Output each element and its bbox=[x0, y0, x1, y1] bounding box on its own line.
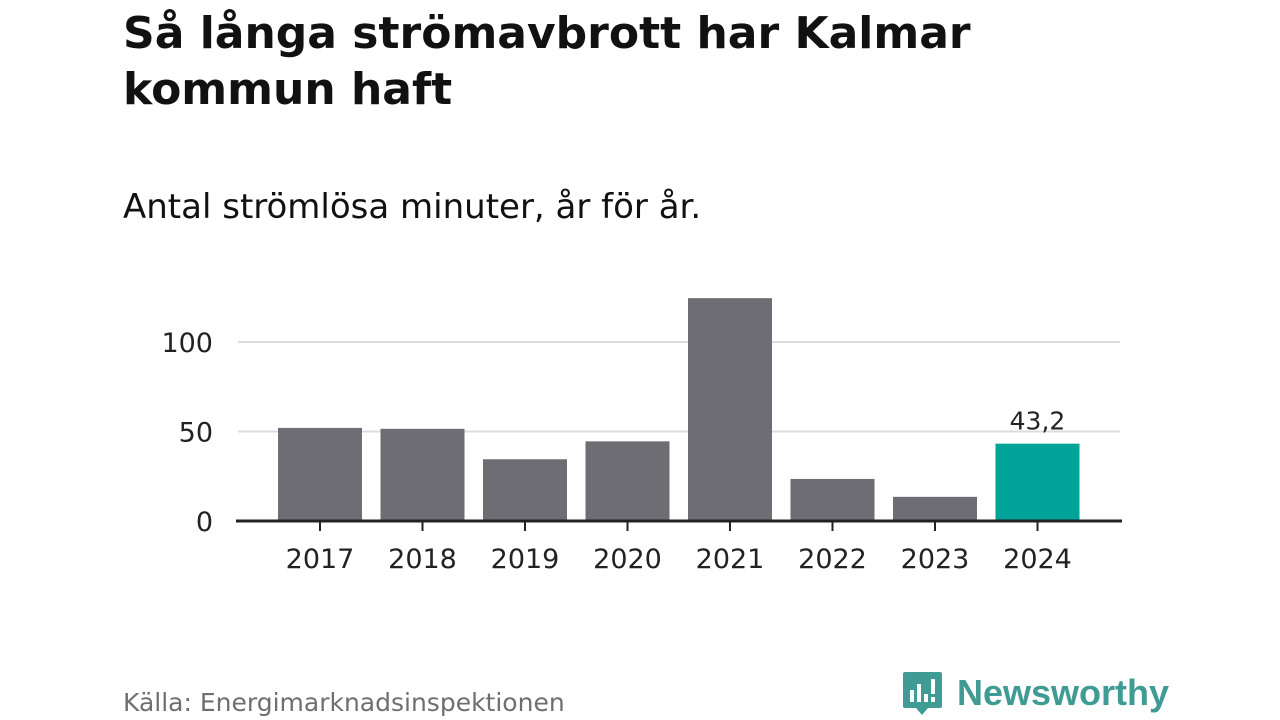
x-axis bbox=[236, 519, 1122, 531]
x-tick-label-2021: 2021 bbox=[696, 544, 765, 575]
newsworthy-logo-icon bbox=[903, 672, 942, 715]
chart-subtitle: Antal strömlösa minuter, år för år. bbox=[123, 187, 702, 227]
x-tick-label-2018: 2018 bbox=[388, 544, 457, 575]
bar-2017 bbox=[278, 427, 362, 521]
brand-logo-group: Newsworthy bbox=[902, 668, 1169, 718]
y-tick-label: 50 bbox=[179, 418, 213, 449]
brand-name: Newsworthy bbox=[957, 672, 1170, 713]
x-tick-label-2019: 2019 bbox=[491, 544, 560, 575]
bar-2018 bbox=[380, 428, 465, 521]
source-note: Källa: Energimarknadsinspektionen bbox=[123, 688, 565, 717]
labels: 0 50 100 2017 2018 2019 2020 2021 2022 2023 2024 43… bbox=[161, 328, 1071, 575]
bars bbox=[278, 298, 1080, 521]
x-tick-label-2023: 2023 bbox=[901, 544, 970, 575]
bar-2020 bbox=[585, 441, 670, 521]
bar-2021 bbox=[688, 298, 772, 521]
y-tick-label: 0 bbox=[196, 507, 213, 538]
y-tick-label: 100 bbox=[161, 328, 213, 359]
bar-2024 bbox=[995, 443, 1080, 521]
x-tick-label-2020: 2020 bbox=[593, 544, 662, 575]
chart-title: Så långa strömavbrott har Kalmar kommun … bbox=[123, 8, 971, 115]
gridlines bbox=[238, 341, 1120, 433]
bar-2022 bbox=[790, 478, 875, 521]
bar-2019 bbox=[483, 459, 567, 521]
x-tick-label-2017: 2017 bbox=[286, 544, 355, 575]
x-tick-label-2024: 2024 bbox=[1003, 544, 1072, 575]
x-tick-label-2022: 2022 bbox=[798, 544, 867, 575]
data-label-2024: 43,2 bbox=[1010, 407, 1066, 436]
bar-2023 bbox=[893, 496, 977, 521]
